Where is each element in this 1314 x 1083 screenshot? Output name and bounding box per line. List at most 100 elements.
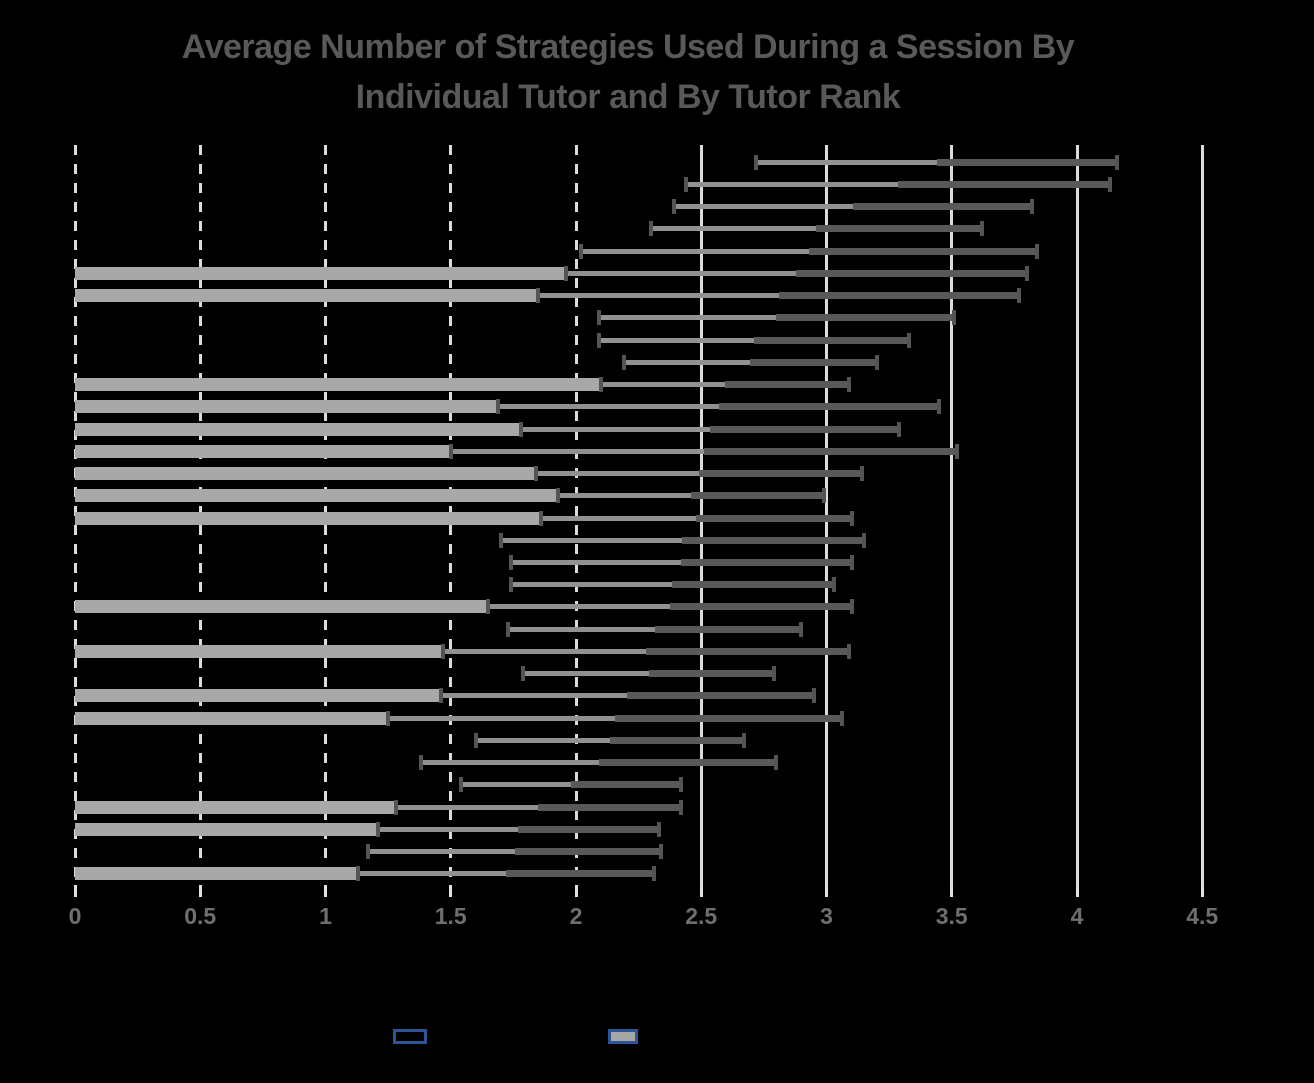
error-cap-low-row-11 [599, 377, 604, 393]
error-range-outer-row-20 [672, 581, 834, 589]
error-cap-low-row-7 [536, 288, 541, 304]
error-range-outer-row-1 [936, 158, 1118, 166]
error-range-inner-row-17 [540, 515, 697, 521]
error-range-outer-row-29 [570, 781, 682, 789]
legend-swatch-gray-filled [608, 1029, 638, 1044]
error-cap-low-row-23 [441, 643, 446, 659]
error-cap-low-row-28 [418, 755, 423, 771]
error-cap-high-row-24 [771, 666, 776, 682]
error-range-inner-row-29 [460, 782, 571, 788]
gridline-4.5 [1200, 145, 1204, 885]
error-cap-high-row-1 [1115, 154, 1120, 170]
error-range-inner-row-27 [475, 737, 610, 743]
error-cap-low-row-22 [506, 621, 511, 637]
error-range-outer-row-14 [703, 447, 957, 455]
error-cap-high-row-27 [741, 732, 746, 748]
error-cap-high-row-28 [774, 755, 779, 771]
error-range-inner-row-14 [450, 448, 704, 454]
error-cap-low-row-4 [649, 221, 654, 237]
error-cap-high-row-32 [659, 844, 664, 860]
error-cap-high-row-10 [874, 354, 879, 370]
bar-row-14 [75, 444, 451, 458]
error-cap-high-row-7 [1017, 288, 1022, 304]
error-range-outer-row-18 [682, 536, 865, 544]
x-axis-label-3.5: 3.5 [935, 903, 968, 929]
bar-row-7 [75, 289, 539, 303]
error-cap-low-row-33 [356, 866, 361, 882]
error-range-outer-row-17 [696, 514, 852, 522]
x-tick-0.5 [198, 885, 202, 897]
error-cap-low-row-26 [386, 710, 391, 726]
error-cap-low-row-8 [596, 310, 601, 326]
error-range-outer-row-2 [897, 180, 1110, 188]
error-range-outer-row-24 [648, 670, 774, 678]
error-range-inner-row-6 [565, 270, 797, 276]
error-cap-high-row-2 [1107, 176, 1112, 192]
error-cap-low-row-5 [579, 243, 583, 259]
x-tick-3 [825, 885, 828, 897]
bar-row-6 [75, 266, 566, 280]
error-range-inner-row-24 [523, 671, 649, 677]
error-range-inner-row-7 [538, 293, 779, 299]
error-cap-high-row-19 [849, 554, 854, 570]
error-cap-low-row-3 [671, 199, 676, 215]
error-range-inner-row-2 [686, 181, 898, 187]
bar-row-26 [75, 711, 389, 725]
error-range-outer-row-31 [518, 825, 659, 833]
error-range-outer-row-30 [538, 803, 682, 811]
error-range-outer-row-10 [750, 358, 877, 366]
chart-title: Average Number of Strategies Used During… [0, 22, 1256, 122]
error-cap-low-row-17 [538, 510, 543, 526]
error-range-outer-row-9 [753, 336, 910, 344]
error-cap-high-row-16 [821, 488, 826, 504]
x-tick-0 [73, 885, 77, 897]
error-cap-low-row-19 [508, 554, 513, 570]
error-range-inner-row-25 [440, 693, 628, 699]
error-range-inner-row-19 [510, 559, 682, 565]
error-cap-high-row-22 [799, 621, 804, 637]
error-cap-low-row-27 [473, 732, 478, 748]
x-tick-1 [324, 885, 327, 897]
error-cap-low-row-10 [621, 354, 626, 370]
error-cap-high-row-20 [832, 577, 836, 593]
error-range-inner-row-13 [520, 426, 710, 432]
x-axis-label-2.5: 2.5 [685, 903, 718, 929]
error-range-inner-row-31 [378, 826, 519, 832]
x-tick-1.5 [449, 885, 453, 897]
error-cap-low-row-29 [458, 777, 463, 793]
error-range-outer-row-8 [776, 314, 955, 322]
error-range-outer-row-28 [598, 759, 777, 767]
error-range-outer-row-12 [718, 403, 940, 411]
error-range-inner-row-4 [651, 226, 817, 232]
error-range-outer-row-23 [646, 647, 850, 655]
x-axis-label-0: 0 [68, 903, 82, 929]
x-tick-3.5 [950, 885, 954, 897]
error-range-outer-row-4 [816, 225, 982, 233]
error-range-inner-row-9 [598, 337, 754, 343]
error-range-inner-row-1 [756, 159, 937, 165]
error-range-inner-row-18 [500, 537, 683, 543]
error-cap-high-row-26 [839, 710, 844, 726]
bar-row-25 [75, 689, 441, 703]
gridline-4 [1075, 145, 1079, 885]
error-cap-high-row-15 [859, 466, 864, 481]
error-cap-high-row-8 [952, 310, 957, 326]
x-tick-4 [1075, 885, 1079, 897]
x-axis-label-3: 3 [820, 903, 833, 929]
x-axis-label-2: 2 [569, 903, 583, 929]
error-cap-high-row-11 [847, 377, 852, 393]
error-range-outer-row-16 [691, 492, 824, 500]
x-tick-2 [574, 885, 578, 897]
error-cap-high-row-13 [897, 421, 902, 437]
bar-row-15 [75, 467, 536, 480]
error-range-inner-row-20 [510, 582, 673, 588]
error-cap-low-row-12 [496, 399, 501, 415]
error-cap-high-row-21 [849, 599, 854, 615]
error-range-inner-row-33 [358, 871, 506, 877]
error-range-outer-row-19 [681, 558, 852, 566]
error-cap-low-row-15 [533, 466, 538, 481]
error-cap-low-row-24 [521, 666, 526, 682]
error-cap-high-row-23 [847, 643, 852, 659]
error-range-outer-row-27 [609, 736, 744, 744]
error-range-outer-row-13 [710, 425, 900, 433]
